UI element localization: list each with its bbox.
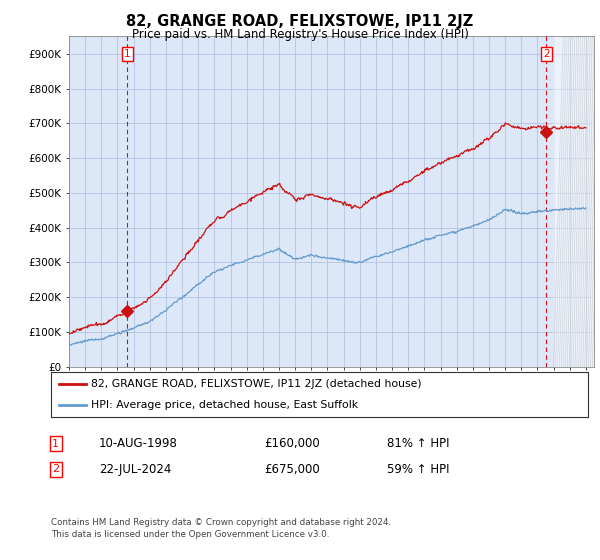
Text: HPI: Average price, detached house, East Suffolk: HPI: Average price, detached house, East… bbox=[91, 400, 358, 410]
Text: 1: 1 bbox=[52, 438, 59, 449]
Text: £675,000: £675,000 bbox=[264, 463, 320, 476]
Text: 2: 2 bbox=[543, 49, 550, 59]
Text: 10-AUG-1998: 10-AUG-1998 bbox=[99, 437, 178, 450]
Text: Price paid vs. HM Land Registry's House Price Index (HPI): Price paid vs. HM Land Registry's House … bbox=[131, 28, 469, 41]
Text: 82, GRANGE ROAD, FELIXSTOWE, IP11 2JZ: 82, GRANGE ROAD, FELIXSTOWE, IP11 2JZ bbox=[127, 14, 473, 29]
Text: 59% ↑ HPI: 59% ↑ HPI bbox=[387, 463, 449, 476]
Text: 22-JUL-2024: 22-JUL-2024 bbox=[99, 463, 172, 476]
Text: 81% ↑ HPI: 81% ↑ HPI bbox=[387, 437, 449, 450]
Text: 1: 1 bbox=[124, 49, 131, 59]
Text: £160,000: £160,000 bbox=[264, 437, 320, 450]
Text: 2: 2 bbox=[52, 464, 59, 474]
Text: Contains HM Land Registry data © Crown copyright and database right 2024.
This d: Contains HM Land Registry data © Crown c… bbox=[51, 518, 391, 539]
Text: 82, GRANGE ROAD, FELIXSTOWE, IP11 2JZ (detached house): 82, GRANGE ROAD, FELIXSTOWE, IP11 2JZ (d… bbox=[91, 380, 422, 390]
